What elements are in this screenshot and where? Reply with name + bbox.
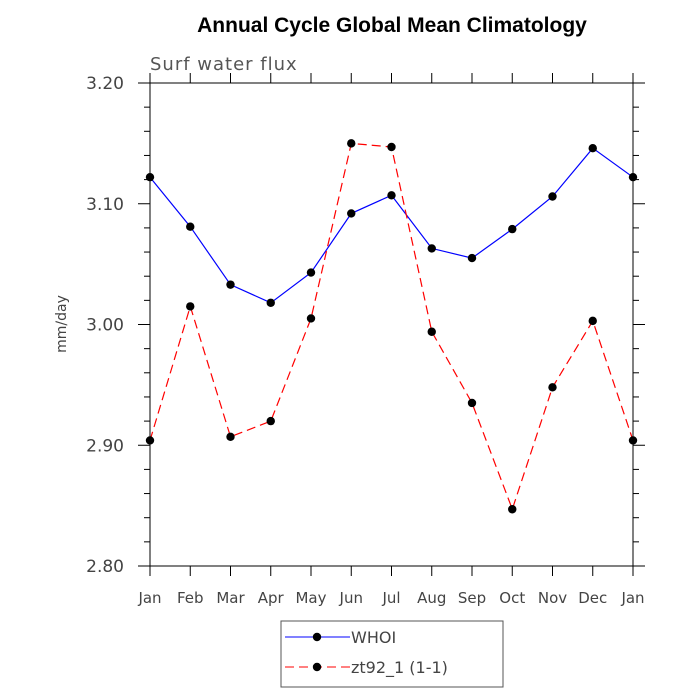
data-point-zt92 (387, 142, 396, 152)
data-point-zt92 (508, 505, 517, 514)
y-axis-label: mm/day (54, 295, 70, 353)
data-point-zt92 (548, 383, 557, 392)
x-tick-label: Nov (538, 589, 567, 607)
legend-box (280, 620, 504, 688)
data-point-whoi (145, 172, 155, 182)
x-tick-label: Aug (417, 589, 446, 607)
data-point-zt92 (306, 314, 316, 323)
y-tick-label: 3.00 (86, 316, 124, 336)
legend-label-whoi: WHOI (351, 628, 396, 647)
legend-marker-whoi (312, 632, 322, 642)
data-point-zt92 (145, 436, 155, 445)
data-point-zt92 (186, 302, 195, 311)
axes: 2.80 2.90 3.00 3.10 3.20 Jan Feb Mar Apr May Jun Ju… (86, 73, 645, 607)
data-point-whoi (186, 222, 195, 231)
x-tick-label: Mar (216, 589, 245, 607)
data-point-zt92 (266, 416, 275, 426)
data-point-zt92 (467, 398, 477, 408)
y-tick-label: 3.20 (86, 74, 124, 94)
legend: WHOI zt92_1 (1-1) (280, 620, 504, 688)
x-tick-label: May (295, 589, 326, 607)
data-point-zt92 (588, 316, 597, 326)
plot-frame (149, 82, 634, 567)
data-point-whoi (226, 280, 235, 289)
data-point-whoi (588, 144, 597, 153)
y-tick-label: 2.90 (86, 436, 124, 456)
y-tick-label: 2.80 (86, 557, 124, 577)
series-line-whoi (149, 147, 634, 304)
x-tick-label: Jan (137, 589, 161, 607)
data-point-whoi (387, 191, 396, 200)
chart-subtitle: Surf water flux (150, 54, 298, 75)
data-point-whoi (266, 298, 275, 307)
x-tick-label: Feb (177, 589, 204, 607)
series-layer (145, 139, 638, 514)
x-tick-label: Sep (458, 589, 486, 607)
data-point-whoi (306, 268, 316, 277)
data-point-whoi (508, 224, 517, 234)
data-point-zt92 (628, 436, 638, 445)
data-point-whoi (628, 172, 638, 182)
x-tick-label: Jan (620, 589, 644, 607)
data-point-whoi (548, 192, 557, 201)
x-tick-label: Jul (381, 589, 400, 607)
data-point-zt92 (226, 432, 235, 441)
chart-title: Annual Cycle Global Mean Climatology (197, 14, 587, 37)
y-tick-label: 3.10 (86, 195, 124, 215)
data-point-whoi (347, 209, 356, 218)
x-tick-label: Apr (258, 589, 285, 607)
x-tick-label: Dec (578, 589, 607, 607)
data-point-zt92 (347, 139, 356, 148)
legend-label-zt92: zt92_1 (1-1) (351, 658, 448, 678)
data-point-whoi (467, 253, 477, 263)
data-point-whoi (427, 244, 436, 253)
legend-marker-zt92 (312, 662, 322, 672)
x-tick-label: Jun (339, 589, 363, 607)
x-tick-label: Oct (499, 589, 525, 607)
data-point-zt92 (427, 327, 436, 336)
